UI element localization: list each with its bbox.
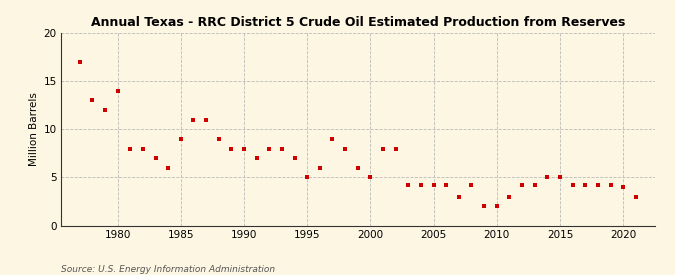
Point (125, 146, 136, 151)
Point (176, 137, 186, 141)
Point (264, 146, 275, 151)
Point (542, 175, 553, 180)
Point (377, 146, 388, 151)
Point (593, 183, 603, 187)
Point (630, 194, 641, 199)
Y-axis label: Million Barrels: Million Barrels (29, 92, 39, 166)
Point (74, 60, 85, 64)
Point (567, 183, 578, 187)
Point (277, 146, 288, 151)
Point (150, 156, 161, 160)
Point (479, 204, 489, 208)
Point (416, 183, 427, 187)
Point (163, 166, 173, 170)
Point (226, 146, 237, 151)
Point (580, 183, 591, 187)
Point (504, 194, 515, 199)
Point (213, 137, 224, 141)
Point (100, 108, 111, 112)
Point (441, 183, 452, 187)
Point (340, 146, 350, 151)
Text: Source: U.S. Energy Information Administration: Source: U.S. Energy Information Administ… (61, 265, 275, 274)
Point (238, 146, 249, 151)
Point (403, 183, 414, 187)
Point (529, 183, 540, 187)
Point (302, 175, 313, 180)
Point (289, 156, 300, 160)
Point (188, 117, 199, 122)
Point (200, 117, 211, 122)
Point (516, 183, 527, 187)
Point (352, 166, 363, 170)
Point (428, 183, 439, 187)
Point (315, 166, 325, 170)
Point (618, 185, 628, 189)
Point (555, 175, 566, 180)
Point (138, 146, 148, 151)
Point (466, 183, 477, 187)
Point (251, 156, 262, 160)
Point (87, 98, 98, 103)
Point (390, 146, 401, 151)
Point (454, 194, 464, 199)
Point (112, 89, 123, 93)
Point (327, 137, 338, 141)
Point (365, 175, 376, 180)
Title: Annual Texas - RRC District 5 Crude Oil Estimated Production from Reserves: Annual Texas - RRC District 5 Crude Oil … (90, 16, 625, 29)
Point (605, 183, 616, 187)
Point (491, 204, 502, 208)
